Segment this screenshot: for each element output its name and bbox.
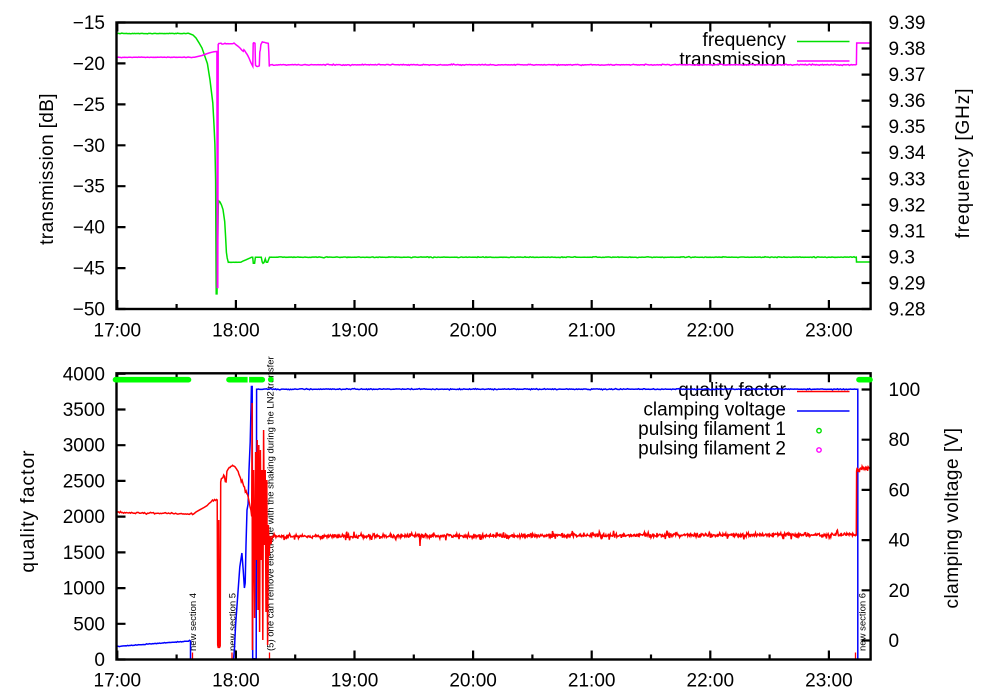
svg-text:new section 6: new section 6 xyxy=(858,593,869,651)
svg-text:new section 5: new section 5 xyxy=(228,593,239,651)
svg-text:21:00: 21:00 xyxy=(568,321,616,342)
svg-text:9.35: 9.35 xyxy=(889,117,926,138)
svg-text:9.3: 9.3 xyxy=(889,247,915,268)
svg-text:80: 80 xyxy=(889,430,910,451)
svg-text:19:00: 19:00 xyxy=(331,321,379,342)
svg-text:18:00: 18:00 xyxy=(212,671,260,692)
svg-text:18:00: 18:00 xyxy=(212,321,260,342)
svg-text:9.28: 9.28 xyxy=(889,300,926,321)
svg-text:−50: −50 xyxy=(73,300,105,321)
svg-text:0: 0 xyxy=(94,650,105,671)
svg-text:20:00: 20:00 xyxy=(449,321,497,342)
svg-text:1000: 1000 xyxy=(63,579,105,600)
svg-text:0: 0 xyxy=(889,631,900,652)
svg-text:9.32: 9.32 xyxy=(889,195,926,216)
svg-text:(5) one can remove electrode w: (5) one can remove electrode with the sh… xyxy=(266,356,277,651)
svg-text:−30: −30 xyxy=(73,136,105,157)
svg-text:40: 40 xyxy=(889,531,910,552)
svg-text:22:00: 22:00 xyxy=(687,671,735,692)
svg-text:quality factor: quality factor xyxy=(678,380,786,401)
svg-text:23:00: 23:00 xyxy=(805,671,853,692)
svg-text:60: 60 xyxy=(889,480,910,501)
svg-text:9.38: 9.38 xyxy=(889,39,926,60)
svg-text:−40: −40 xyxy=(73,218,105,239)
svg-text:9.37: 9.37 xyxy=(889,65,926,86)
svg-text:clamping voltage [V]: clamping voltage [V] xyxy=(942,427,963,608)
svg-text:transmission [dB]: transmission [dB] xyxy=(37,93,58,245)
svg-text:9.39: 9.39 xyxy=(889,13,926,34)
svg-text:2500: 2500 xyxy=(63,471,105,492)
svg-text:9.31: 9.31 xyxy=(889,221,926,242)
svg-text:9.33: 9.33 xyxy=(889,169,926,190)
svg-text:22:00: 22:00 xyxy=(687,321,735,342)
svg-text:17:00: 17:00 xyxy=(94,321,142,342)
svg-text:9.34: 9.34 xyxy=(889,143,926,164)
svg-text:−25: −25 xyxy=(73,95,105,116)
svg-text:4000: 4000 xyxy=(63,364,105,385)
svg-text:20:00: 20:00 xyxy=(449,671,497,692)
svg-text:−35: −35 xyxy=(73,177,105,198)
svg-text:−45: −45 xyxy=(73,259,105,280)
svg-text:3500: 3500 xyxy=(63,400,105,421)
svg-text:19:00: 19:00 xyxy=(331,671,379,692)
svg-text:frequency: frequency xyxy=(703,30,787,51)
svg-text:100: 100 xyxy=(889,380,921,401)
svg-text:−15: −15 xyxy=(73,13,105,34)
svg-text:frequency [GHz]: frequency [GHz] xyxy=(953,88,974,239)
svg-text:pulsing filament 1: pulsing filament 1 xyxy=(638,419,786,440)
svg-text:clamping voltage: clamping voltage xyxy=(643,400,786,421)
svg-text:transmission: transmission xyxy=(679,50,786,71)
svg-text:1500: 1500 xyxy=(63,543,105,564)
svg-text:3000: 3000 xyxy=(63,436,105,457)
svg-text:9.36: 9.36 xyxy=(889,91,926,112)
svg-text:17:00: 17:00 xyxy=(94,671,142,692)
svg-text:21:00: 21:00 xyxy=(568,671,616,692)
svg-text:new section 4: new section 4 xyxy=(188,593,199,651)
svg-text:2000: 2000 xyxy=(63,507,105,528)
svg-text:−20: −20 xyxy=(73,54,105,75)
svg-text:500: 500 xyxy=(73,614,105,635)
svg-text:9.29: 9.29 xyxy=(889,274,926,295)
svg-text:quality factor: quality factor xyxy=(18,449,39,572)
svg-text:23:00: 23:00 xyxy=(805,321,853,342)
svg-text:pulsing filament 2: pulsing filament 2 xyxy=(638,439,786,460)
svg-text:20: 20 xyxy=(889,581,910,602)
